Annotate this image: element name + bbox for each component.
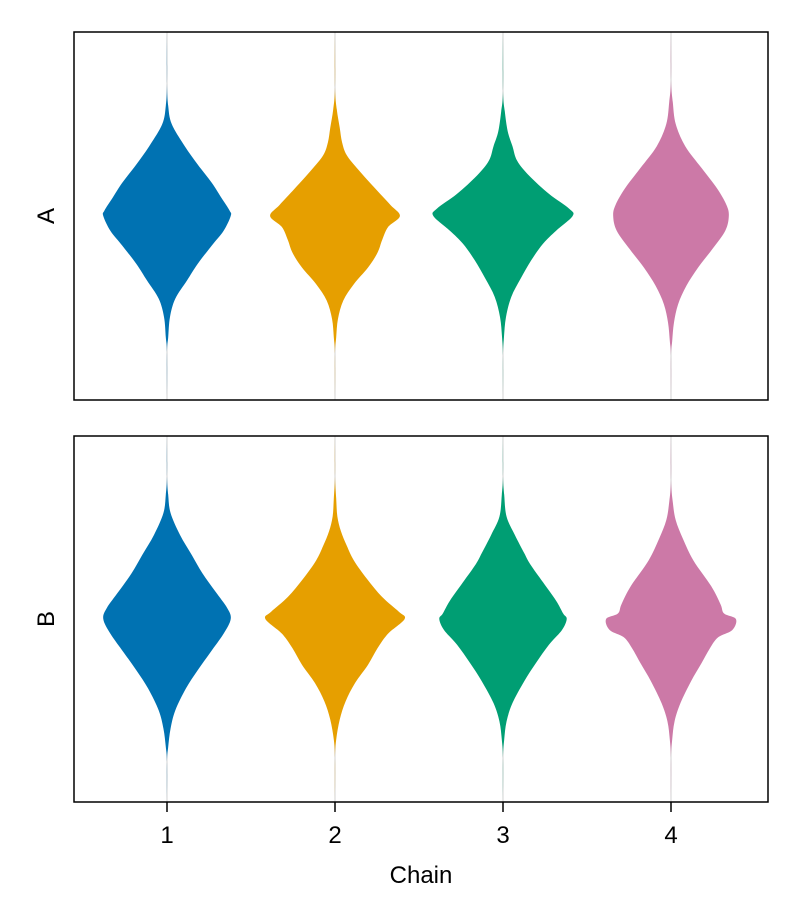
violin-a-chain-3: [432, 32, 574, 406]
frame-b: [73, 435, 769, 803]
violins-b: [103, 436, 737, 808]
x-axis-label: Chain: [390, 862, 453, 889]
x-axis: 1 2 3 4 Chain: [160, 802, 678, 889]
x-tick-label-2: 2: [328, 822, 341, 849]
violin-b-chain-2: [264, 436, 406, 808]
frame-a: [73, 31, 769, 401]
violin-a-chain-4: [613, 32, 729, 406]
panel-a: A: [33, 31, 769, 406]
violin-b-chain-3: [439, 436, 567, 808]
x-ticks: 1 2 3 4: [160, 802, 678, 849]
y-axis-label-a: A: [33, 208, 60, 224]
y-axis-label-b: B: [33, 611, 60, 627]
x-tick-label-1: 1: [160, 822, 173, 849]
x-tick-label-3: 3: [496, 822, 509, 849]
violins-a: [102, 32, 729, 406]
violin-a-chain-1: [102, 32, 232, 406]
violin-b-chain-1: [103, 436, 231, 808]
panel-b: B: [33, 435, 769, 808]
violin-a-chain-2: [270, 32, 400, 406]
violin-b-chain-4: [605, 436, 737, 808]
x-tick-label-4: 4: [664, 822, 677, 849]
